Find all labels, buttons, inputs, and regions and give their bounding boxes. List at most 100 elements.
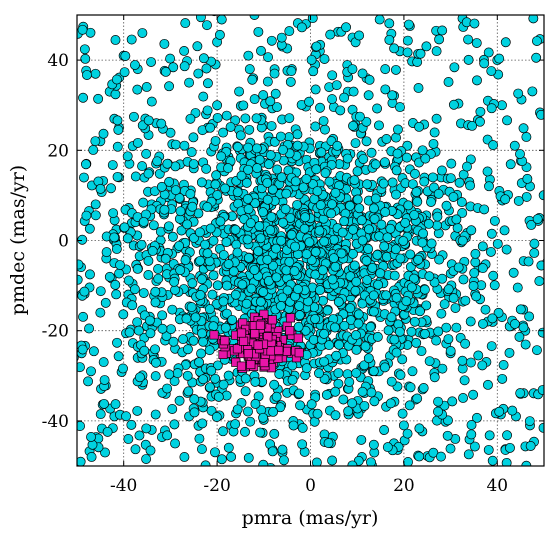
data-point (153, 273, 164, 284)
data-point (165, 53, 176, 64)
data-point (304, 96, 314, 107)
data-point (374, 120, 384, 131)
data-point (483, 47, 494, 58)
x-axis-title: pmra (mas/yr) (242, 507, 379, 529)
data-point (475, 106, 486, 117)
data-point (253, 246, 264, 257)
data-point (347, 398, 358, 409)
data-point (445, 173, 456, 184)
data-point (123, 433, 134, 444)
data-point (347, 64, 358, 75)
data-point (232, 404, 243, 415)
data-point (292, 129, 303, 140)
data-point (170, 285, 180, 295)
data-point (339, 320, 350, 331)
data-point (368, 306, 379, 317)
data-point (351, 368, 362, 378)
data-point (150, 297, 161, 308)
data-point (382, 232, 393, 243)
data-point (178, 334, 188, 345)
data-point (441, 200, 452, 211)
tick-marks (77, 15, 544, 466)
data-point (195, 290, 206, 300)
data-point (150, 409, 161, 420)
data-point (466, 429, 477, 440)
data-point (429, 372, 440, 383)
data-point (194, 357, 204, 368)
data-point (354, 30, 365, 41)
data-point (330, 410, 341, 421)
data-point (126, 34, 137, 45)
data-point (150, 286, 161, 297)
data-point (311, 41, 322, 52)
data-point (333, 296, 344, 307)
data-point (130, 444, 141, 455)
data-point (265, 462, 276, 466)
data-point (243, 252, 254, 263)
data-point (501, 457, 512, 466)
data-point (281, 188, 292, 199)
data-point (255, 233, 266, 244)
data-point (391, 132, 401, 143)
data-point (391, 347, 402, 358)
data-point (112, 171, 123, 182)
data-point (400, 217, 411, 228)
data-point (325, 29, 336, 40)
data-point (209, 330, 219, 340)
data-point (525, 441, 536, 451)
data-point (262, 194, 273, 205)
cluster-members-series (209, 309, 304, 373)
data-point (113, 124, 124, 135)
data-point (230, 224, 241, 235)
data-point (484, 430, 495, 441)
data-point (274, 369, 285, 379)
data-point (407, 366, 418, 377)
data-point (267, 315, 277, 325)
data-point (90, 136, 101, 147)
data-point (411, 337, 422, 348)
data-point (504, 347, 515, 358)
data-point (521, 131, 532, 142)
data-point (314, 368, 324, 379)
data-point (269, 428, 280, 439)
data-point (277, 292, 288, 303)
data-point (137, 28, 148, 38)
data-point (463, 449, 474, 460)
data-point (363, 90, 374, 101)
data-point (307, 179, 318, 190)
data-point (151, 357, 161, 368)
data-point (306, 54, 317, 65)
data-point (412, 196, 423, 207)
data-point (415, 48, 426, 59)
data-point (463, 54, 474, 65)
data-point (81, 70, 92, 81)
data-point (488, 140, 499, 151)
data-point (251, 143, 262, 154)
data-point (319, 328, 330, 339)
data-point (434, 34, 445, 45)
data-point (387, 177, 398, 188)
data-point (236, 361, 246, 371)
data-point (210, 179, 221, 190)
data-point (417, 145, 428, 156)
data-point (345, 303, 356, 314)
data-point (466, 225, 477, 236)
data-point (238, 100, 249, 111)
data-point (515, 149, 525, 159)
data-point (327, 70, 338, 81)
data-point (432, 211, 443, 222)
data-point (469, 267, 480, 278)
data-point (457, 355, 468, 366)
data-point (84, 323, 95, 334)
data-point (159, 38, 170, 49)
data-point (183, 386, 194, 397)
data-point (243, 142, 254, 153)
data-point (524, 311, 535, 322)
data-point (462, 161, 472, 172)
data-point (223, 370, 234, 381)
data-point (243, 452, 254, 463)
data-point (362, 179, 373, 190)
data-point (402, 140, 413, 151)
data-point (293, 321, 304, 332)
data-point (101, 247, 112, 258)
